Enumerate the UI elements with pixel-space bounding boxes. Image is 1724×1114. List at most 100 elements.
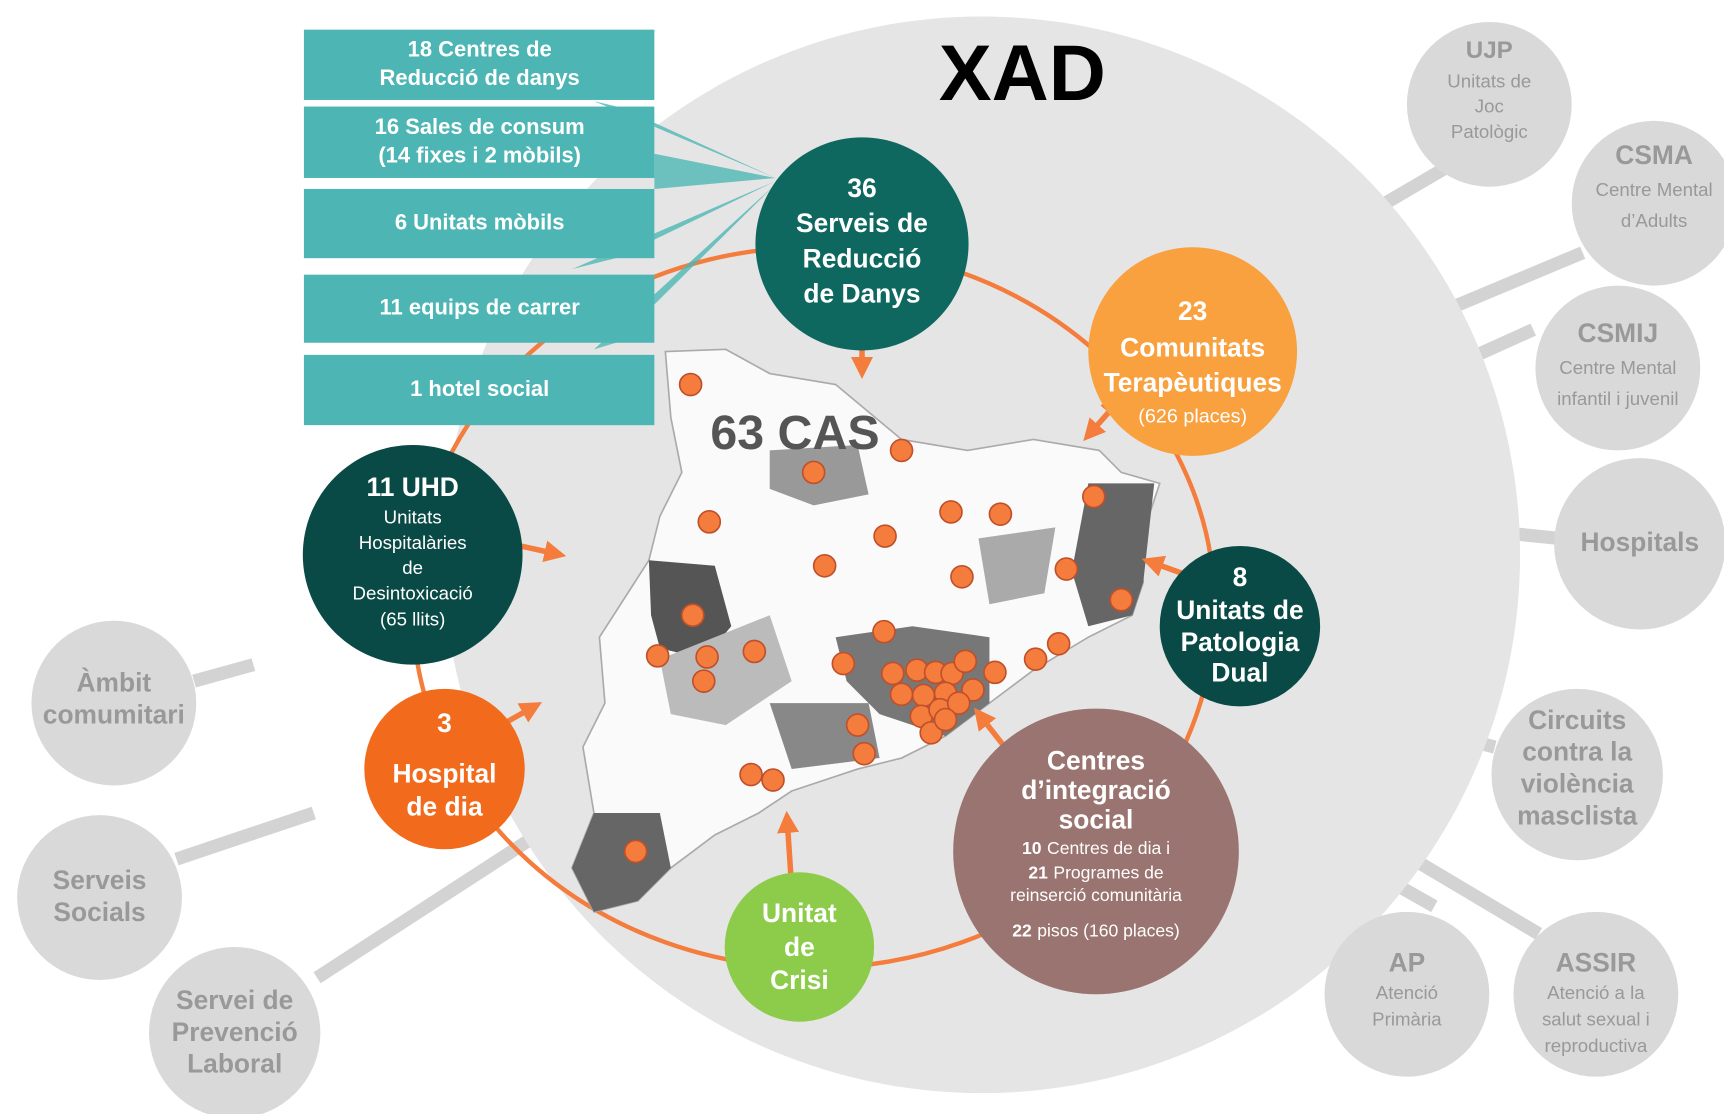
external-text: Servei de bbox=[176, 985, 293, 1015]
external-text: Primària bbox=[1372, 1009, 1442, 1030]
box-text: 11 equips de carrer bbox=[380, 295, 581, 320]
line-text: Programes de bbox=[1053, 862, 1163, 882]
external-text: masclista bbox=[1517, 800, 1638, 830]
service-box bbox=[303, 274, 655, 343]
center-dot bbox=[742, 639, 767, 664]
external-circle bbox=[1491, 688, 1663, 861]
service-box bbox=[303, 106, 655, 178]
center-dot bbox=[873, 524, 897, 548]
center-dot bbox=[988, 502, 1013, 526]
center-dot bbox=[845, 713, 870, 737]
services-text: Comunitats bbox=[1120, 332, 1265, 362]
external-text: violència bbox=[1521, 768, 1634, 798]
external-text: d’Adults bbox=[1621, 210, 1687, 231]
services-text: Serveis de bbox=[796, 208, 928, 238]
external-circle bbox=[1513, 911, 1679, 1077]
services-text: 23 bbox=[1178, 296, 1207, 326]
box-text: (14 fixes i 2 mòbils) bbox=[378, 142, 581, 167]
box-text: Reducció de danys bbox=[380, 65, 580, 90]
external-circle bbox=[1554, 458, 1724, 630]
center-dot bbox=[950, 564, 974, 589]
services-text: Crisi bbox=[770, 965, 829, 995]
external-text: salut sexual i bbox=[1542, 1009, 1650, 1030]
services-text: Hospital bbox=[393, 759, 497, 789]
services-text: Unitat bbox=[762, 898, 837, 928]
services-circle bbox=[1088, 247, 1298, 456]
map-label: 63 CAS bbox=[710, 406, 879, 460]
external-text: Prevenció bbox=[172, 1017, 298, 1047]
external-text: Centre Mental bbox=[1596, 179, 1713, 200]
external-text: Laboral bbox=[187, 1049, 282, 1079]
external-text: Unitats de bbox=[1447, 70, 1531, 91]
center-dot bbox=[953, 649, 978, 674]
external-text: Hospitals bbox=[1580, 527, 1699, 557]
external-circle bbox=[1535, 285, 1701, 451]
external-text: CSMIJ bbox=[1578, 318, 1659, 348]
external-text: Circuits bbox=[1528, 705, 1626, 735]
center-dot bbox=[1109, 588, 1134, 612]
services-text: d’integració bbox=[1021, 775, 1170, 805]
bold-number: 21 bbox=[1028, 862, 1048, 882]
services-circle bbox=[302, 444, 523, 665]
services-text: 10 Centres de dia i bbox=[1022, 838, 1170, 858]
center-dot bbox=[623, 839, 648, 864]
box-text: 1 hotel social bbox=[410, 376, 549, 401]
external-text: Socials bbox=[53, 897, 145, 927]
services-circle bbox=[953, 708, 1239, 995]
services-text: Reducció bbox=[803, 243, 922, 273]
services-text: de bbox=[784, 932, 815, 962]
map bbox=[571, 348, 1161, 913]
external-text: ASSIR bbox=[1556, 948, 1637, 978]
external-text: AP bbox=[1389, 948, 1426, 978]
external-text: comumitari bbox=[43, 699, 185, 729]
center-dot bbox=[645, 644, 670, 668]
center-dot bbox=[678, 372, 703, 397]
services-text: reinserció comunitària bbox=[1010, 885, 1182, 905]
center-dot bbox=[983, 660, 1007, 685]
line-text: Centres de dia i bbox=[1047, 838, 1170, 858]
service-box bbox=[303, 188, 655, 259]
external-text: Patològic bbox=[1451, 121, 1528, 142]
pointer bbox=[654, 153, 776, 189]
box-text: 18 Centres de bbox=[408, 36, 552, 61]
center-dot bbox=[697, 510, 722, 534]
external-text: Àmbit bbox=[76, 667, 151, 697]
center-dot bbox=[1081, 484, 1106, 509]
external-text: CSMA bbox=[1615, 140, 1693, 170]
bold-number: 10 bbox=[1022, 838, 1042, 858]
center-dot bbox=[939, 500, 963, 524]
services-circle bbox=[364, 688, 525, 850]
external-text: reproductiva bbox=[1545, 1035, 1648, 1056]
services-circle bbox=[755, 137, 969, 351]
services-text: de bbox=[402, 557, 423, 578]
services-text: 36 bbox=[847, 173, 876, 203]
external-text: Centre Mental bbox=[1559, 357, 1676, 378]
title: XAD bbox=[939, 28, 1106, 117]
center-dot bbox=[801, 460, 826, 485]
box-text: 16 Sales de consum bbox=[375, 114, 585, 139]
services-text: 21 Programes de bbox=[1028, 862, 1163, 882]
services-text: Desintoxicació bbox=[353, 582, 473, 603]
box-text: 6 Unitats mòbils bbox=[395, 209, 565, 234]
services-text: 11 UHD bbox=[367, 472, 459, 502]
bold-number: 22 bbox=[1012, 920, 1032, 940]
external-text: contra la bbox=[1522, 737, 1632, 767]
external-text: Serveis bbox=[53, 865, 147, 895]
center-dot bbox=[812, 553, 837, 578]
external-circle bbox=[1571, 120, 1724, 286]
services-text: 3 bbox=[437, 708, 452, 738]
center-dot bbox=[889, 438, 914, 463]
center-dot bbox=[946, 691, 971, 715]
center-dot bbox=[761, 768, 785, 792]
line-text: pisos (160 places) bbox=[1037, 920, 1180, 940]
services-text: Hospitalàries bbox=[359, 532, 467, 553]
services-text: Centres bbox=[1047, 745, 1145, 775]
services-text: Patologia bbox=[1181, 627, 1300, 657]
services-text: Terapèutiques bbox=[1104, 367, 1282, 397]
services-text: 8 bbox=[1233, 562, 1248, 592]
external-text: UJP bbox=[1466, 37, 1513, 64]
service-box bbox=[303, 354, 655, 426]
services-circle bbox=[724, 872, 875, 1022]
services-text: social bbox=[1059, 805, 1134, 835]
